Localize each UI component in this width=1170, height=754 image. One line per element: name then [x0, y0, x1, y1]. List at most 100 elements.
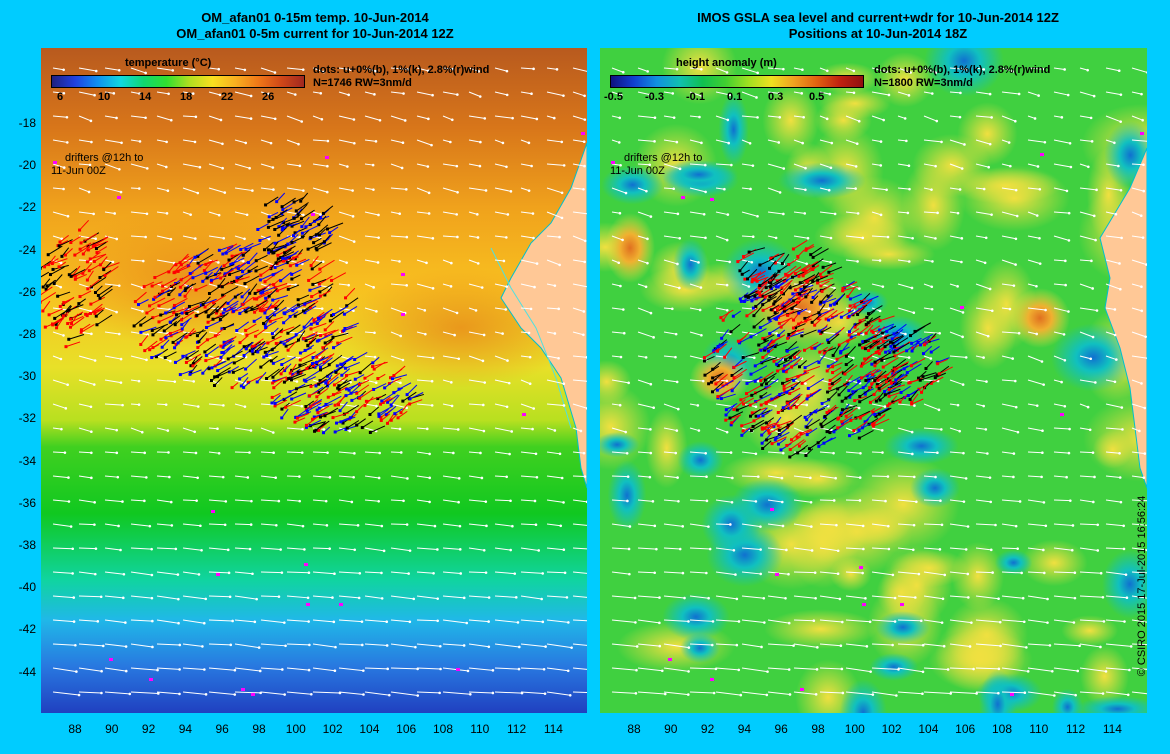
current-arrow [286, 619, 309, 623]
current-arrow-head [562, 164, 566, 167]
current-arrow-head [273, 71, 277, 74]
current-arrow [260, 523, 277, 526]
current-arrow [871, 139, 882, 143]
drifter-dot [220, 327, 224, 331]
current-arrow [663, 259, 678, 265]
current-arrow-head [455, 164, 459, 168]
current-arrow-head [457, 357, 461, 361]
current-arrow-head [1038, 187, 1042, 191]
drifter-track [245, 358, 257, 370]
drifter-dot [263, 311, 267, 315]
current-arrow-head [676, 212, 680, 216]
drifter-track [828, 333, 840, 343]
drifter-dot [740, 433, 744, 437]
drifter-track [833, 294, 844, 305]
drifter-dot [774, 436, 778, 440]
drifter-track [832, 310, 844, 318]
drifter-dot [719, 397, 723, 401]
drifter-track [720, 309, 734, 319]
drifter-position [401, 313, 405, 316]
drifter-dot [379, 402, 383, 406]
current-arrow [741, 643, 762, 648]
drifter-dot [770, 340, 774, 344]
current-arrow-head [958, 115, 962, 119]
drifter-dot [788, 392, 792, 396]
current-arrow-head [331, 596, 334, 599]
drifter-dot [831, 365, 835, 369]
current-arrow [286, 571, 309, 574]
current-arrow [1105, 187, 1122, 191]
longitude-tick-label: 114 [1102, 722, 1122, 736]
drifter-dot [848, 434, 852, 438]
drifter-dot [307, 278, 311, 282]
current-arrow [897, 235, 913, 239]
current-arrow [156, 619, 179, 624]
drifter-dot [870, 382, 874, 386]
drifter-track [393, 365, 406, 376]
current-arrow-head [530, 92, 533, 96]
current-arrow [975, 619, 1001, 623]
current-arrow [1105, 499, 1121, 503]
drifter-dot [300, 225, 304, 229]
current-arrow [1053, 499, 1071, 502]
drifter-dot [241, 270, 245, 274]
current-arrow-head [1014, 119, 1017, 123]
current-arrow-head [865, 645, 869, 648]
drifter-dots [702, 240, 953, 459]
drifter-dot [142, 285, 146, 289]
drifter-dot [780, 262, 784, 266]
drifter-dot [282, 321, 286, 325]
drifter-dot [801, 274, 805, 278]
current-arrow-head [350, 500, 354, 504]
drifter-dot [893, 354, 897, 358]
drifter-track [861, 358, 873, 367]
drifter-dot [844, 354, 848, 358]
current-arrow-head [360, 620, 364, 623]
current-arrow-head [1121, 428, 1124, 431]
current-arrow [845, 139, 858, 145]
drifter-dot [323, 341, 327, 345]
current-arrow-head [970, 621, 973, 624]
current-arrow-head [349, 68, 352, 71]
current-arrow-head [912, 311, 916, 315]
drifter-dot [884, 350, 888, 354]
drifter-dot [893, 348, 897, 352]
drifter-dot [848, 304, 852, 308]
drifter-dot [288, 264, 292, 268]
drifter-dot [764, 286, 768, 290]
current-arrow [715, 499, 733, 503]
current-arrow-head [835, 523, 838, 527]
current-arrow-head [621, 70, 625, 74]
drifter-track [318, 335, 329, 341]
current-arrow-head [1119, 500, 1123, 504]
current-arrow-head [527, 189, 531, 192]
current-arrow-head [401, 358, 405, 362]
current-arrow [897, 691, 923, 695]
drifter-dot [790, 307, 794, 311]
drifter-track [259, 235, 271, 241]
drifter-dot [212, 301, 216, 305]
right-title-line1: IMOS GSLA sea level and current+wdr for … [697, 10, 1059, 25]
drifter-track [890, 338, 901, 347]
current-arrow-head [829, 236, 833, 240]
current-arrow-head [346, 165, 349, 168]
drifter-dot [818, 302, 822, 306]
drifter-track [74, 245, 90, 256]
drifter-dot [357, 383, 361, 387]
current-arrow-head [294, 93, 297, 96]
current-arrow-head [747, 285, 751, 288]
drifter-track [287, 324, 301, 334]
current-arrow [78, 163, 91, 166]
drifter-dot [876, 378, 880, 382]
current-arrow-head [1022, 620, 1026, 624]
current-arrow [1079, 355, 1091, 360]
current-arrow [1053, 235, 1070, 241]
current-arrow [364, 403, 377, 407]
current-arrow [260, 91, 269, 95]
drifter-dot [384, 413, 388, 417]
drifter-dot [767, 431, 771, 435]
current-arrow [689, 235, 706, 239]
current-arrow [286, 187, 304, 192]
drifter-track [152, 323, 169, 331]
drifter-track [52, 314, 69, 325]
